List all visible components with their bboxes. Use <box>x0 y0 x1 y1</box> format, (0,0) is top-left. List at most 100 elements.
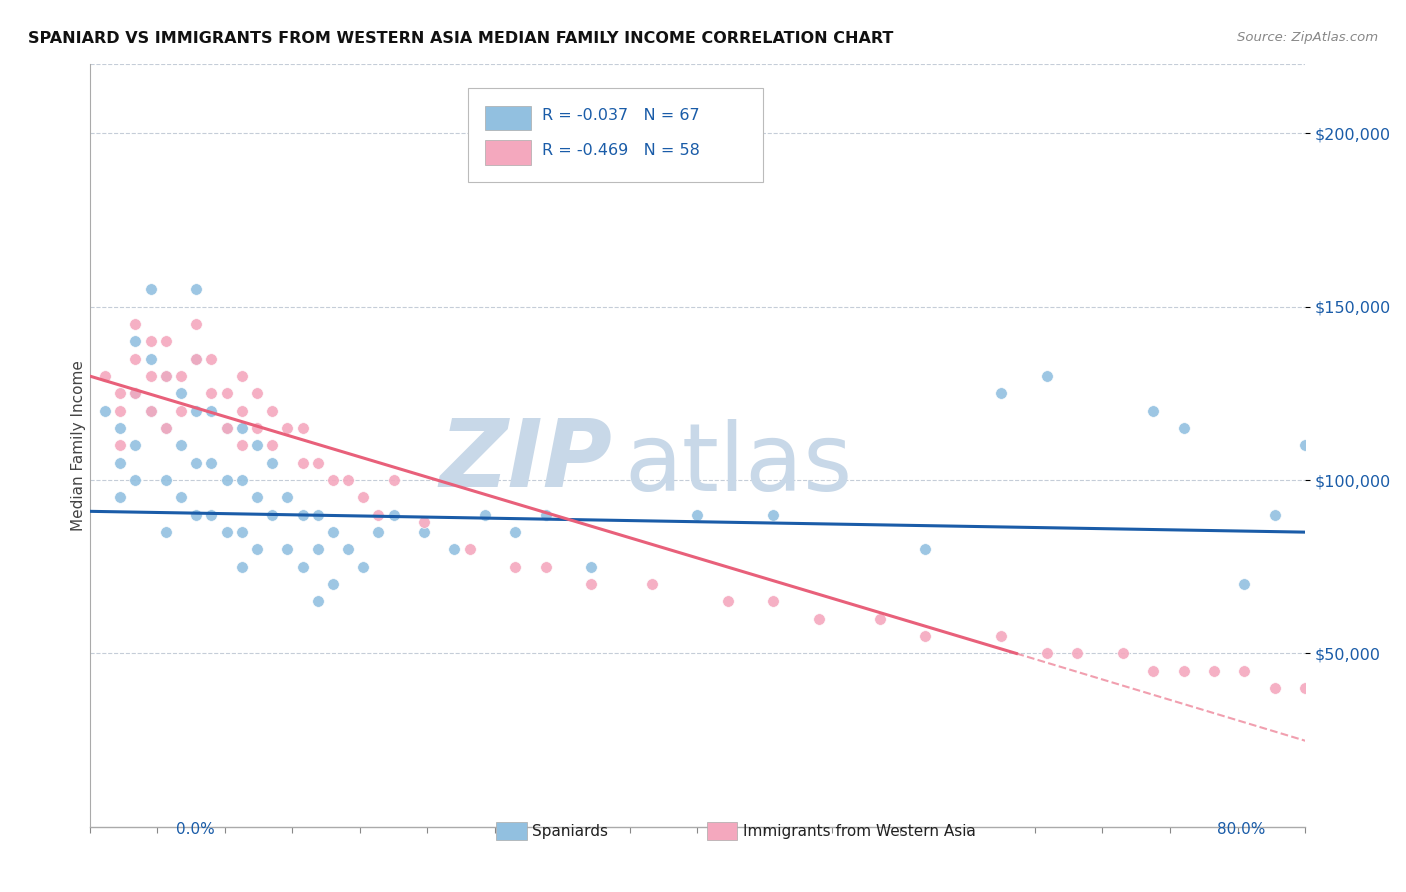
Text: Immigrants from Western Asia: Immigrants from Western Asia <box>742 824 976 838</box>
FancyBboxPatch shape <box>485 140 531 165</box>
Point <box>186 282 208 296</box>
Point <box>124 386 146 401</box>
Point <box>1142 404 1164 418</box>
Point <box>155 421 177 435</box>
Point <box>276 421 298 435</box>
Point <box>686 508 709 522</box>
Point <box>276 542 298 557</box>
Point <box>155 334 177 349</box>
Point <box>246 386 269 401</box>
Point <box>155 473 177 487</box>
Point <box>139 282 162 296</box>
Point <box>914 542 936 557</box>
Point <box>1036 647 1059 661</box>
Text: 80.0%: 80.0% <box>1218 822 1265 838</box>
Point <box>110 404 132 418</box>
Point <box>276 491 298 505</box>
Point <box>186 404 208 418</box>
Point <box>1233 664 1256 678</box>
Point <box>246 491 269 505</box>
FancyBboxPatch shape <box>468 87 763 182</box>
Point <box>110 438 132 452</box>
Point <box>231 438 253 452</box>
Text: 0.0%: 0.0% <box>176 822 215 838</box>
Point <box>110 421 132 435</box>
Point <box>1173 421 1195 435</box>
Point <box>413 525 436 540</box>
Point <box>641 577 664 591</box>
Point <box>1036 369 1059 384</box>
Point <box>124 438 146 452</box>
Point <box>367 508 389 522</box>
Text: Source: ZipAtlas.com: Source: ZipAtlas.com <box>1237 31 1378 45</box>
Point <box>186 508 208 522</box>
Point <box>139 369 162 384</box>
Point <box>291 508 314 522</box>
Point <box>322 473 344 487</box>
Point <box>352 559 374 574</box>
Point <box>231 525 253 540</box>
Point <box>124 351 146 366</box>
Point <box>155 525 177 540</box>
Point <box>215 386 238 401</box>
Point <box>186 456 208 470</box>
Point <box>1202 664 1225 678</box>
Y-axis label: Median Family Income: Median Family Income <box>72 360 86 531</box>
Text: SPANIARD VS IMMIGRANTS FROM WESTERN ASIA MEDIAN FAMILY INCOME CORRELATION CHART: SPANIARD VS IMMIGRANTS FROM WESTERN ASIA… <box>28 31 893 46</box>
Point <box>246 438 269 452</box>
Point <box>1066 647 1088 661</box>
Point <box>262 438 284 452</box>
Point <box>990 629 1012 643</box>
Text: atlas: atlas <box>624 418 853 510</box>
Point <box>170 438 193 452</box>
Point <box>337 542 360 557</box>
Point <box>534 508 557 522</box>
FancyBboxPatch shape <box>485 106 531 130</box>
Point <box>139 404 162 418</box>
Point <box>413 515 436 529</box>
Point <box>200 456 222 470</box>
Point <box>262 508 284 522</box>
Point <box>139 351 162 366</box>
Point <box>262 456 284 470</box>
Point <box>110 456 132 470</box>
Point <box>110 491 132 505</box>
Point <box>200 508 222 522</box>
Point <box>443 542 465 557</box>
Point <box>1264 681 1286 695</box>
Point <box>914 629 936 643</box>
Point <box>869 612 891 626</box>
Point <box>1294 438 1316 452</box>
Point <box>186 351 208 366</box>
Point <box>124 386 146 401</box>
Point <box>139 334 162 349</box>
Point <box>170 491 193 505</box>
Point <box>382 473 405 487</box>
Point <box>155 369 177 384</box>
Point <box>139 404 162 418</box>
Point <box>215 473 238 487</box>
Point <box>307 594 329 608</box>
Point <box>352 491 374 505</box>
Point <box>322 577 344 591</box>
Point <box>124 334 146 349</box>
Point <box>1233 577 1256 591</box>
Text: R = -0.037   N = 67: R = -0.037 N = 67 <box>541 109 700 123</box>
Point <box>503 525 526 540</box>
Point <box>382 508 405 522</box>
Point <box>762 508 785 522</box>
Point <box>717 594 740 608</box>
Point <box>1294 681 1316 695</box>
Point <box>291 559 314 574</box>
Point <box>200 351 222 366</box>
Point <box>291 456 314 470</box>
Point <box>246 542 269 557</box>
Point <box>1264 508 1286 522</box>
Point <box>367 525 389 540</box>
Point <box>231 421 253 435</box>
Point <box>579 559 602 574</box>
Point <box>474 508 496 522</box>
Point <box>94 369 117 384</box>
Point <box>1173 664 1195 678</box>
Point <box>807 612 830 626</box>
